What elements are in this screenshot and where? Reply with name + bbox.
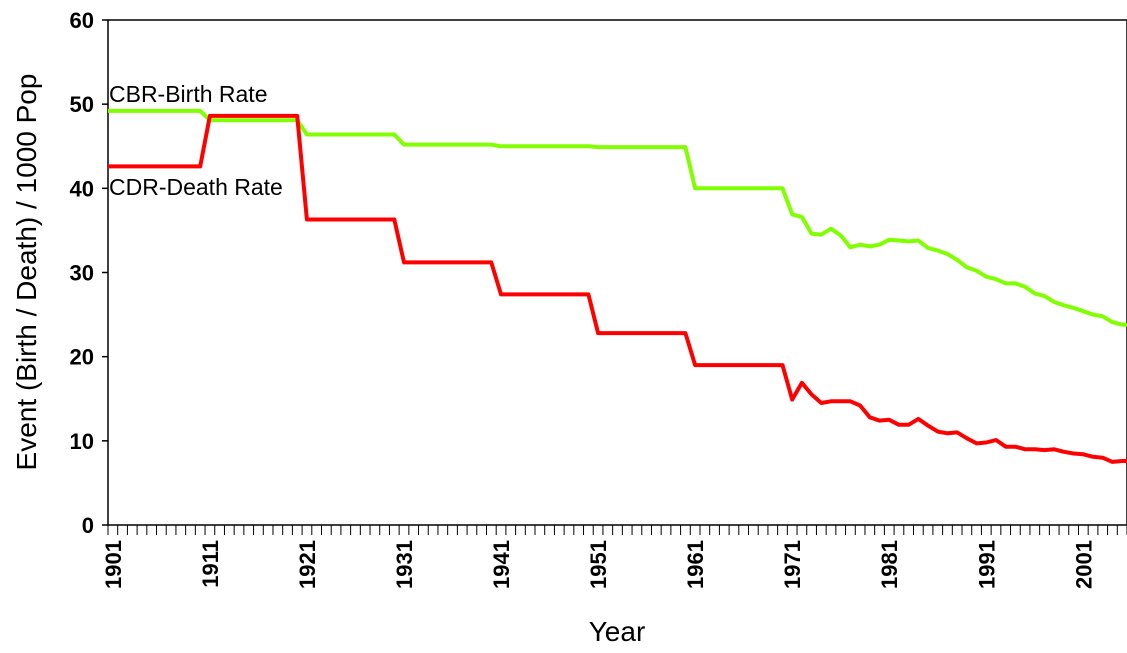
x-tick-label: 1931: [392, 540, 417, 589]
y-tick-label: 30: [70, 261, 94, 286]
series-line-birth-rate: [108, 108, 1127, 327]
y-axis: 0 10 20 30 40 50 60: [70, 8, 108, 538]
series-label-birth-rate: CBR-Birth Rate: [109, 81, 267, 107]
y-axis-title: Event (Birth / Death) / 1000 Pop: [11, 74, 42, 471]
series-layer: CBR-Birth Rate CDR-Death Rate: [108, 81, 1127, 464]
x-tick-label: 1951: [586, 540, 611, 589]
y-tick-label: 50: [70, 92, 94, 117]
plot-area: [107, 19, 1127, 526]
y-tick-label: 40: [70, 176, 94, 201]
x-tick-label: 1961: [683, 540, 708, 589]
x-tick-label: 1911: [198, 540, 223, 588]
x-tick-label: 1991: [974, 540, 999, 589]
y-tick-label: 10: [70, 429, 94, 454]
x-tick-label: 1941: [489, 540, 514, 589]
x-tick-label: 2001: [1071, 540, 1096, 589]
x-tick-label: 1901: [101, 540, 126, 589]
series-line-death-rate: [108, 113, 1127, 464]
x-tick-label: 1971: [780, 540, 805, 589]
series-label-death-rate: CDR-Death Rate: [109, 174, 283, 200]
x-axis: 1901 1911 1921 1931 1941 1951 1961 1971 1981 1991…: [101, 525, 1127, 589]
y-tick-label: 20: [70, 345, 94, 370]
y-tick-label: 0: [82, 513, 94, 538]
x-axis-title: Year: [589, 616, 646, 647]
x-tick-label: 1921: [295, 540, 320, 589]
y-tick-label: 60: [70, 8, 94, 33]
x-tick-label: 1981: [877, 540, 902, 589]
